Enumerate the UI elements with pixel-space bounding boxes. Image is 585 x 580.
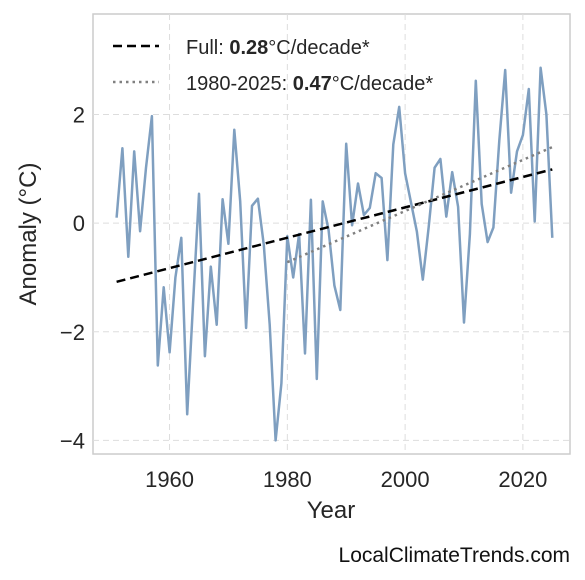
y-tick-label: 0 <box>73 211 85 236</box>
legend: Full: 0.28°C/decade* 1980-2025: 0.47°C/d… <box>113 37 433 95</box>
series-layer <box>115 66 554 442</box>
x-tick-label: 1960 <box>145 467 194 492</box>
trend-line-1980-2025 <box>286 145 553 264</box>
legend-full-value: 0.28 <box>229 37 268 59</box>
tick-labels: 1960 1980 2000 2020 −4 −2 0 2 <box>60 102 547 492</box>
y-tick-label: −4 <box>60 428 85 453</box>
x-axis-label: Year <box>307 497 356 524</box>
y-axis-label: Anomaly (°C) <box>15 163 42 306</box>
watermark: LocalClimateTrends.com <box>338 544 570 567</box>
legend-full-suffix: °C/decade* <box>268 37 370 59</box>
series-line-anomaly <box>115 66 554 442</box>
x-tick-label: 2000 <box>381 467 430 492</box>
x-tick-label: 1980 <box>263 467 312 492</box>
legend-recent-value: 0.47 <box>293 73 332 95</box>
legend-label-full: Full: 0.28°C/decade* <box>186 37 370 59</box>
legend-full-prefix: Full: <box>186 37 229 59</box>
legend-recent-suffix: °C/decade* <box>332 73 434 95</box>
legend-label-1980-2025: 1980-2025: 0.47°C/decade* <box>186 73 433 95</box>
legend-recent-prefix: 1980-2025: <box>186 73 293 95</box>
y-tick-label: 2 <box>73 102 85 127</box>
grid <box>93 14 570 454</box>
trend-line-full <box>116 168 553 284</box>
y-tick-label: −2 <box>60 320 85 345</box>
x-tick-label: 2020 <box>498 467 547 492</box>
